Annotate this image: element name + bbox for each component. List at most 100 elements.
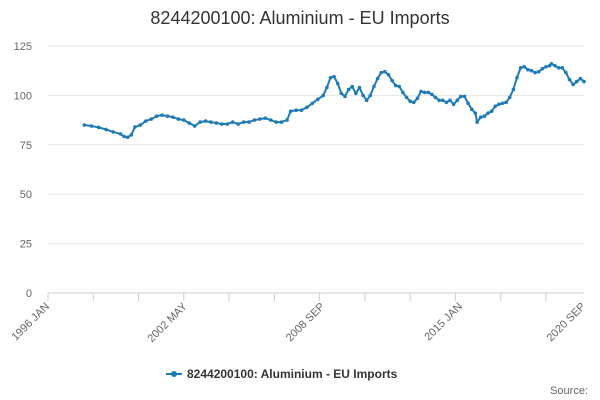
data-point[interactable] (364, 98, 369, 103)
data-point[interactable] (500, 101, 505, 106)
data-point[interactable] (343, 94, 347, 99)
data-point[interactable] (350, 84, 355, 89)
data-point[interactable] (305, 105, 309, 110)
data-point[interactable] (383, 69, 387, 74)
data-point[interactable] (154, 114, 159, 118)
data-point[interactable] (560, 65, 565, 70)
data-point[interactable] (515, 75, 519, 80)
data-point[interactable] (125, 135, 130, 140)
data-point[interactable] (372, 84, 376, 89)
data-point[interactable] (104, 127, 108, 132)
data-point[interactable] (462, 94, 467, 99)
data-point[interactable] (316, 97, 320, 102)
data-point[interactable] (404, 95, 409, 100)
data-point[interactable] (354, 91, 358, 96)
data-point[interactable] (518, 65, 523, 70)
data-point[interactable] (473, 111, 478, 115)
data-point[interactable] (549, 61, 554, 66)
data-point[interactable] (504, 100, 508, 105)
data-point[interactable] (507, 95, 512, 100)
data-point[interactable] (89, 124, 94, 128)
data-point[interactable] (422, 90, 427, 95)
data-point[interactable] (220, 122, 224, 126)
data-point[interactable] (578, 76, 583, 81)
data-point[interactable] (567, 77, 572, 82)
data-point[interactable] (82, 123, 87, 127)
data-point[interactable] (299, 108, 304, 113)
data-point[interactable] (469, 107, 474, 112)
data-point[interactable] (540, 66, 545, 71)
data-point[interactable] (176, 117, 181, 121)
data-point[interactable] (149, 117, 154, 121)
data-point[interactable] (182, 118, 186, 122)
data-point[interactable] (455, 98, 460, 103)
data-point[interactable] (433, 95, 438, 100)
data-point[interactable] (214, 121, 219, 125)
data-point[interactable] (165, 114, 170, 118)
data-point[interactable] (236, 122, 240, 126)
data-point[interactable] (321, 93, 326, 98)
data-point[interactable] (466, 101, 470, 106)
data-point[interactable] (252, 118, 257, 122)
data-point[interactable] (268, 118, 273, 122)
data-point[interactable] (133, 125, 137, 129)
data-point[interactable] (408, 99, 412, 104)
series-line[interactable] (83, 62, 585, 139)
data-point[interactable] (241, 120, 246, 124)
data-point[interactable] (489, 109, 494, 114)
data-point[interactable] (430, 92, 434, 97)
data-point[interactable] (493, 104, 498, 109)
data-point[interactable] (192, 124, 197, 128)
data-point[interactable] (419, 89, 423, 94)
data-point[interactable] (263, 116, 268, 120)
data-point[interactable] (533, 70, 537, 75)
data-point[interactable] (368, 93, 373, 98)
data-point[interactable] (274, 120, 278, 124)
data-point[interactable] (437, 98, 441, 103)
data-point[interactable] (486, 111, 490, 115)
data-point[interactable] (325, 85, 329, 90)
data-point[interactable] (475, 120, 479, 124)
data-point[interactable] (390, 78, 394, 83)
data-point[interactable] (393, 83, 398, 88)
data-point[interactable] (294, 108, 298, 113)
data-point[interactable] (526, 67, 530, 72)
legend[interactable]: 8244200100: Aluminium - EU Imports (166, 367, 398, 381)
data-point[interactable] (571, 82, 575, 87)
data-point[interactable] (379, 70, 383, 75)
data-point[interactable] (448, 98, 452, 103)
data-point[interactable] (375, 76, 380, 81)
data-point[interactable] (478, 115, 483, 119)
data-point[interactable] (522, 64, 527, 69)
data-point[interactable] (482, 114, 487, 118)
data-point[interactable] (529, 68, 534, 73)
data-point[interactable] (401, 90, 405, 95)
data-point[interactable] (138, 123, 143, 127)
data-point[interactable] (444, 100, 449, 105)
data-point[interactable] (556, 65, 561, 70)
data-point[interactable] (285, 118, 289, 122)
data-point[interactable] (198, 120, 202, 124)
data-point[interactable] (209, 120, 213, 124)
data-point[interactable] (247, 120, 251, 124)
data-point[interactable] (171, 115, 175, 119)
data-point[interactable] (332, 74, 336, 79)
data-point[interactable] (96, 125, 101, 130)
data-point[interactable] (361, 93, 365, 98)
data-point[interactable] (415, 96, 420, 101)
data-point[interactable] (129, 133, 134, 137)
data-point[interactable] (279, 120, 284, 124)
data-point[interactable] (122, 134, 126, 139)
data-point[interactable] (459, 94, 463, 99)
data-point[interactable] (544, 64, 548, 69)
data-point[interactable] (426, 90, 431, 95)
data-point[interactable] (339, 91, 344, 96)
data-point[interactable] (335, 81, 340, 86)
data-point[interactable] (440, 98, 445, 103)
data-point[interactable] (497, 102, 501, 107)
data-point[interactable] (328, 75, 333, 80)
data-point[interactable] (564, 70, 568, 75)
data-point[interactable] (111, 130, 115, 134)
data-point[interactable] (346, 87, 351, 92)
data-point[interactable] (582, 79, 586, 84)
